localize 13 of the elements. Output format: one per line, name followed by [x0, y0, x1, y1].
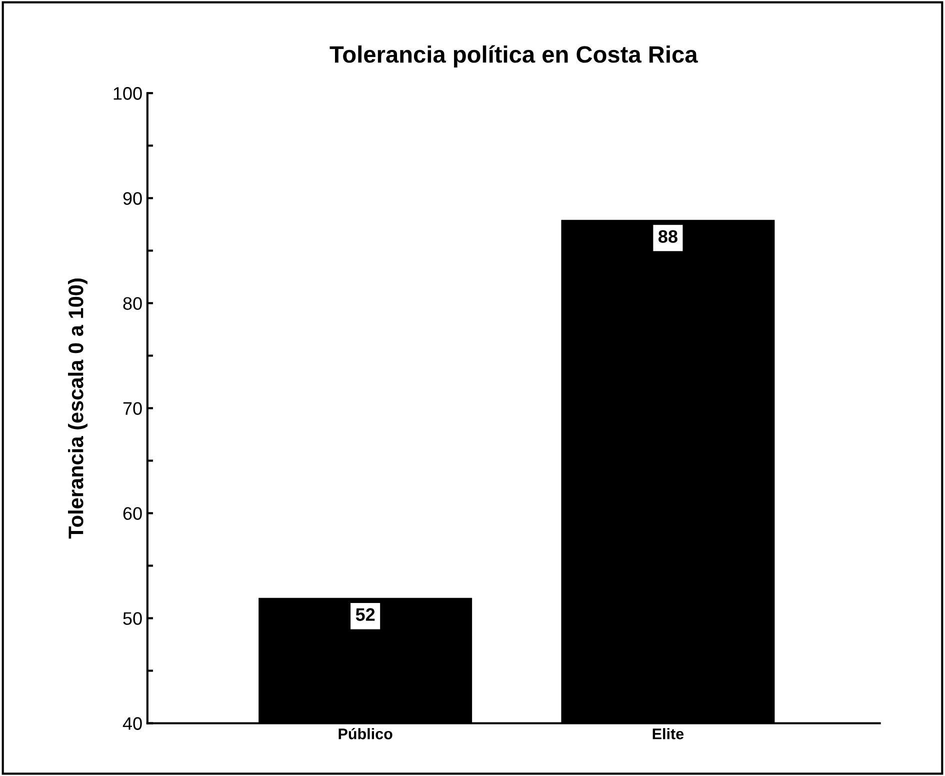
- y-tick-label: 80: [123, 297, 142, 310]
- y-tick-label: 70: [123, 402, 142, 415]
- y-tick-label: 100: [114, 87, 142, 100]
- y-tick-label: 60: [123, 507, 142, 520]
- x-tick-label: Elite: [652, 728, 684, 740]
- y-tick-label: 90: [123, 192, 142, 205]
- x-tick-label: Público: [338, 728, 392, 740]
- data-label: 52: [356, 608, 375, 621]
- y-tick-label: 40: [122, 717, 142, 730]
- y-axis-title: Tolerancia (escala 0 a 100): [68, 278, 88, 539]
- chart-title: Tolerancia política en Costa Rica: [330, 45, 698, 68]
- y-tick-label: 50: [123, 612, 142, 625]
- data-label: 88: [658, 230, 678, 243]
